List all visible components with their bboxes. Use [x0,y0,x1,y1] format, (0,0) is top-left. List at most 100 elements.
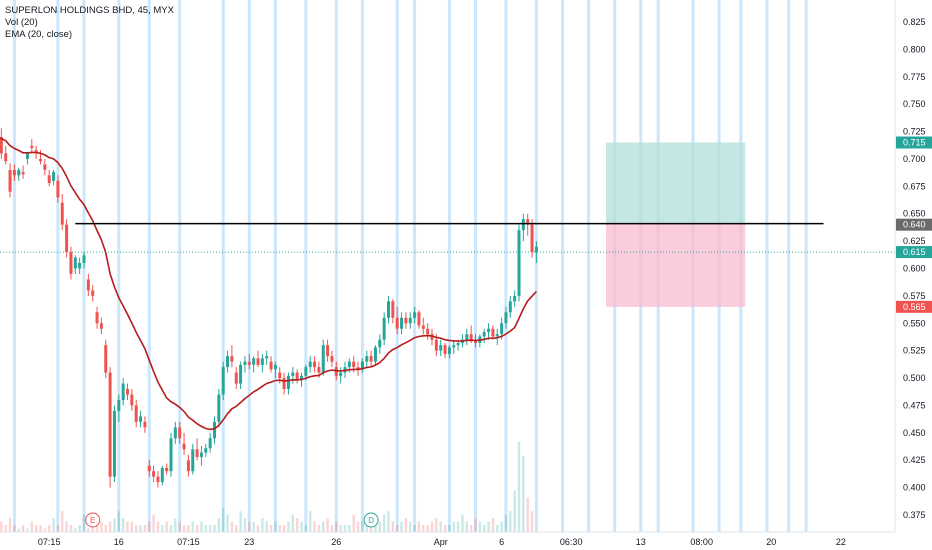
volume-bar [204,525,207,532]
ema-20-line [0,137,537,431]
price-badge [896,136,932,149]
time-tick-label: 26 [331,537,341,547]
candle-body [39,158,42,162]
session-band [12,0,16,532]
candle-body [443,345,447,354]
candle-body [230,356,234,362]
price-tick-label: 0.425 [903,455,926,465]
volume-bar [104,525,107,532]
candle-body [52,172,56,181]
time-tick-label: 08:00 [690,537,713,547]
candle-body [278,372,282,379]
volume-bar [348,525,351,532]
volume-bar [404,518,408,532]
volume-bar [274,521,277,532]
time-tick-label: 16 [114,537,124,547]
candle-body [369,356,373,362]
volume-bar [356,521,360,532]
volume-bar [61,511,64,532]
time-tick-label: 07:15 [177,537,200,547]
candle-body [474,339,477,343]
candle-body [356,367,360,370]
candle-body [456,342,460,346]
price-tick-label: 0.600 [903,264,926,274]
candle-body [234,372,238,384]
volume-bar [309,511,312,532]
session-band [587,0,591,532]
candle-body [317,367,321,373]
price-tick-label: 0.375 [903,510,926,520]
price-tick-label: 0.700 [903,154,926,164]
time-axis[interactable]: 07:15 16 07:15 23 26 Apr 6 06:30 13 08:00 20 22 [38,537,846,547]
position-zones[interactable] [606,142,746,307]
time-tick-label: 13 [636,537,646,547]
candle-body [217,394,221,422]
candle-body [95,312,99,324]
price-axis[interactable]: 0.825 0.800 0.775 0.750 0.725 0.700 0.675 0.650… [903,17,926,520]
volume-bar [135,525,138,532]
candle-body [69,252,73,274]
volume-bar [335,521,338,532]
candle-body [247,361,251,365]
session-band [561,0,564,532]
volume-bar [4,525,7,532]
candle-body [521,219,525,231]
volume-bar [378,521,381,532]
volume-bar [526,497,529,532]
price-tick-label: 0.400 [903,483,926,493]
ema-study-label[interactable]: EMA (20, close) [5,29,73,40]
volume-study-label[interactable]: Vol (20) [5,17,38,28]
price-tick-label: 0.650 [903,209,926,219]
volume-bar [426,525,429,532]
candle-body [391,301,395,318]
candle-body [504,312,508,324]
volume-bar [100,521,103,532]
target-zone [606,142,746,224]
price-axis-badges: 0.715 0.640 0.615 0.565 [896,136,932,313]
candle-body [130,394,134,406]
candle-body [121,383,125,400]
session-band [447,0,451,532]
candle-body [400,317,404,329]
candle-body [339,372,343,376]
volume-bar [300,521,303,532]
volume-bar [252,521,255,532]
candle-body [86,279,90,291]
volume-bar [156,521,160,532]
candle-body [465,334,469,340]
volume-bar [487,521,490,532]
volume-bar [174,518,177,532]
candle-body [73,257,77,269]
price-tick-label: 0.475 [903,400,926,410]
volume-bar [369,525,373,532]
volume-bar [34,525,38,532]
volume-bar [0,521,3,532]
candle-body [273,364,277,370]
volume-bar [213,525,216,532]
candle-body [243,361,247,365]
candle-body [56,180,60,198]
candle-body [165,467,169,472]
earnings-marker [85,512,101,528]
symbol-title[interactable]: SUPERLON HOLDINGS BHD, 45, MYX [5,5,174,16]
candle-body [286,375,290,390]
session-band [360,0,364,532]
candle-body [426,328,430,335]
price-tick-label: 0.825 [903,17,926,27]
volume-bar [148,521,151,532]
volume-bar [195,525,199,532]
session-band [504,0,508,532]
volume-bar [39,525,42,532]
volume-bar [339,525,342,532]
candle-body [21,172,25,175]
price-badge-text: 0.615 [903,247,926,257]
price-tick-label: 0.800 [903,44,926,54]
candle-body [178,427,182,439]
candle-body [508,301,512,313]
price-badge [896,300,932,313]
candle-body [487,328,491,333]
volume-bar [291,514,294,532]
candle-body [169,438,173,472]
